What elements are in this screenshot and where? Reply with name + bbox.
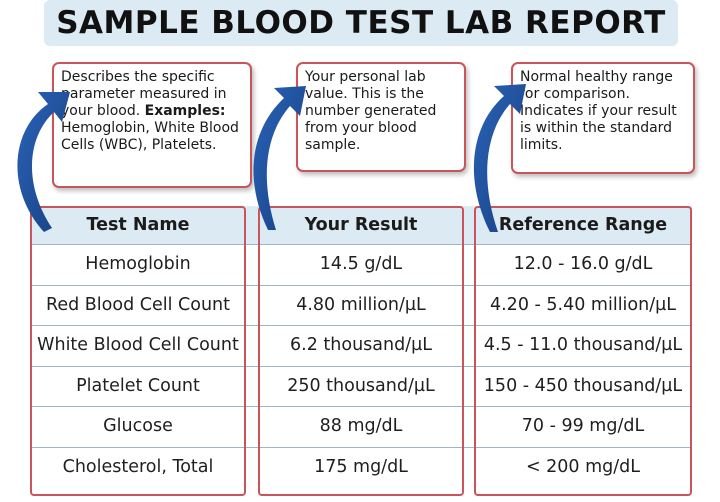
table-cell: 175 mg/dL (314, 456, 408, 477)
title-banner: SAMPLE BLOOD TEST LAB REPORT (44, 0, 678, 46)
footer-cropped-note (0, 492, 720, 502)
lab-results-table: Test Name Your Result Reference Range Hemog… (30, 206, 692, 496)
column-frame (258, 206, 464, 496)
result-callout: Your personal lab value. This is the num… (296, 62, 466, 172)
table-cell: < 200 mg/dL (525, 456, 641, 477)
table-cell: Hemoglobin (85, 254, 191, 275)
column-header: Your Result (304, 215, 418, 235)
row-divider (30, 446, 692, 448)
table-cell: Cholesterol, Total (62, 456, 214, 477)
table-cell: 14.5 g/dL (319, 254, 403, 275)
table-cell: Platelet Count (76, 375, 200, 396)
column-header: Reference Range (498, 215, 668, 235)
test-name-callout-text: Describes the specific parameter measure… (61, 69, 227, 119)
table-cell: 12.0 - 16.0 g/dL (513, 254, 653, 275)
examples-label: Examples: (144, 103, 226, 119)
reference-callout-text: Normal healthy range for comparison. Ind… (520, 69, 677, 153)
row-divider (30, 284, 692, 286)
table-cell: 4.5 - 11.0 thousand/µL (483, 335, 683, 356)
examples-text: Hemoglobin, White Blood Cells (WBC), Pla… (61, 120, 239, 153)
row-divider (30, 325, 692, 326)
table-cell: 150 - 450 thousand/µL (483, 375, 683, 396)
reference-callout: Normal healthy range for comparison. Ind… (511, 62, 695, 174)
row-divider (30, 365, 692, 367)
table-cell: Red Blood Cell Count (45, 294, 230, 315)
column-frame (474, 206, 692, 496)
result-callout-text: Your personal lab value. This is the num… (305, 69, 437, 153)
table-cell: 4.20 - 5.40 million/µL (489, 294, 676, 315)
column-header: Test Name (86, 215, 190, 235)
column-frame (30, 206, 246, 496)
table-cell: 4.80 million/µL (296, 294, 426, 315)
table-cell: 70 - 99 mg/dL (521, 416, 645, 437)
test-name-callout: Describes the specific parameter measure… (52, 62, 252, 188)
row-divider (30, 244, 692, 245)
table-cell: 250 thousand/µL (287, 375, 435, 396)
table-cell: White Blood Cell Count (37, 335, 239, 356)
page-title: SAMPLE BLOOD TEST LAB REPORT (56, 5, 666, 41)
table-cell: 6.2 thousand/µL (290, 335, 432, 356)
row-divider (30, 406, 692, 407)
table-cell: 88 mg/dL (319, 416, 403, 437)
table-header-band (30, 206, 692, 244)
table-cell: Glucose (103, 416, 173, 437)
